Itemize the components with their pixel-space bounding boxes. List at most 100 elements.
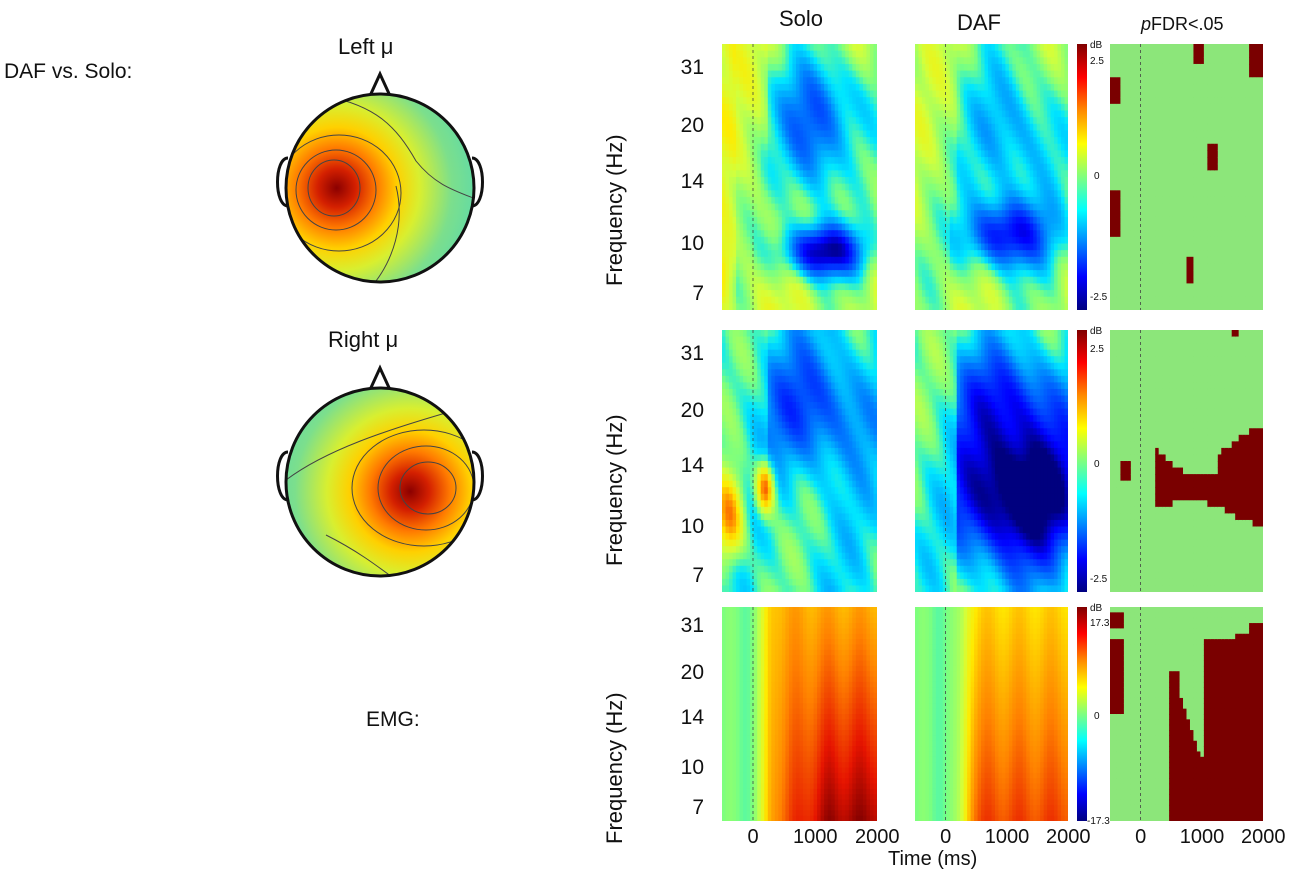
heatmap-cell xyxy=(866,137,871,145)
heatmap-cell xyxy=(1214,296,1219,304)
heatmap-cell xyxy=(743,243,748,251)
heatmap-cell xyxy=(827,123,832,132)
heatmap-cell xyxy=(1137,203,1142,211)
heatmap-cell xyxy=(753,130,758,138)
heatmap-cell xyxy=(1019,157,1024,165)
heatmap-cell xyxy=(1050,203,1055,211)
heatmap-cell xyxy=(1137,177,1142,185)
heatmap-cell xyxy=(918,150,923,158)
heatmap-cell xyxy=(866,103,871,112)
heatmap-cell xyxy=(1176,263,1181,271)
heatmap-cell xyxy=(1026,50,1031,58)
heatmap-cell xyxy=(862,143,868,151)
heatmap-cell xyxy=(1043,83,1048,92)
heatmap-cell xyxy=(817,256,822,265)
heatmap-cell xyxy=(1158,276,1163,284)
heatmap-cell xyxy=(1231,263,1236,271)
heatmap-cell xyxy=(970,90,975,98)
heatmap-cell xyxy=(960,236,965,245)
heatmap-cell xyxy=(1221,283,1226,291)
heatmap-cell xyxy=(813,123,818,132)
heatmap-cell xyxy=(799,150,804,158)
heatmap-cell xyxy=(771,70,776,78)
heatmap-cell xyxy=(1162,190,1167,198)
heatmap-cell xyxy=(994,44,1000,52)
heatmap-cell xyxy=(1214,290,1219,298)
heatmap-cell xyxy=(824,130,829,138)
heatmap-cell xyxy=(813,150,818,158)
heatmap-cell xyxy=(774,44,779,52)
heatmap-cell xyxy=(988,276,993,284)
heatmap-cell xyxy=(1029,230,1034,238)
heatmap-cell xyxy=(757,110,762,118)
heatmap-cell xyxy=(1130,63,1135,72)
heatmap-cell xyxy=(977,50,982,58)
heatmap-cell xyxy=(736,130,741,138)
heatmap-cell xyxy=(1043,270,1048,278)
heatmap-cell xyxy=(1207,70,1212,78)
heatmap-cell xyxy=(1193,163,1198,171)
heatmap-cell xyxy=(1137,276,1142,284)
heatmap-cell xyxy=(1123,130,1128,138)
pfdr-p-glyph: p xyxy=(1141,14,1152,34)
heatmap-cell xyxy=(1165,117,1170,125)
heatmap-cell xyxy=(918,83,923,92)
heatmap-cell xyxy=(1151,83,1156,92)
heatmap-cell xyxy=(981,270,986,278)
heatmap-cell xyxy=(946,270,951,278)
heatmap-cell xyxy=(810,236,815,245)
heatmap-cell xyxy=(736,210,741,218)
heatmap-cell xyxy=(764,250,769,258)
heatmap-cell xyxy=(1054,123,1059,132)
heatmap-cell xyxy=(915,123,920,132)
heatmap-cell xyxy=(949,243,954,251)
heatmap-cell xyxy=(1228,90,1233,98)
heatmap-cell xyxy=(824,203,829,211)
heatmap-cell xyxy=(799,123,804,132)
heatmap-cell xyxy=(767,57,772,65)
heatmap-cell xyxy=(810,250,815,258)
heatmap-cell xyxy=(1169,50,1174,58)
heatmap-cell xyxy=(1120,97,1125,105)
heatmap-cell xyxy=(977,303,982,310)
heatmap-cell xyxy=(824,157,829,165)
heatmap-cell xyxy=(736,250,741,258)
heatmap-cell xyxy=(1113,230,1118,238)
heatmap-cell xyxy=(1207,103,1212,112)
heatmap-cell xyxy=(953,50,958,58)
heatmap-cell xyxy=(1193,256,1198,265)
heatmap-cell xyxy=(778,97,783,105)
heatmap-cell xyxy=(788,256,794,265)
heatmap-cell xyxy=(991,77,996,85)
heatmap-cell xyxy=(725,203,730,211)
heatmap-cell xyxy=(1189,143,1195,151)
heatmap-cell xyxy=(925,110,930,118)
heatmap-cell xyxy=(774,210,779,218)
heatmap-cell xyxy=(1120,90,1125,98)
heatmap-cell xyxy=(925,250,930,258)
heatmap-cell xyxy=(981,203,986,211)
heatmap-cell xyxy=(1169,123,1174,132)
heatmap-cell xyxy=(1036,216,1041,225)
heatmap-cell xyxy=(942,250,947,258)
heatmap-cell xyxy=(1110,157,1115,165)
heatmap-cell xyxy=(750,296,755,304)
heatmap-cell xyxy=(1022,117,1027,125)
heatmap-cell xyxy=(813,157,818,165)
heatmap-cell xyxy=(859,177,864,185)
heatmap-cell xyxy=(848,157,853,165)
heatmap-cell xyxy=(873,44,877,52)
heatmap-cell xyxy=(781,50,787,58)
heatmap-cell xyxy=(939,256,944,265)
heatmap-cell xyxy=(1130,223,1135,231)
heatmap-cell xyxy=(732,130,737,138)
heatmap-cell xyxy=(739,236,744,245)
heatmap-cell xyxy=(994,290,1000,298)
heatmap-cell xyxy=(767,243,772,251)
heatmap-cell xyxy=(785,103,790,112)
heatmap-cell xyxy=(862,177,868,185)
heatmap-cell xyxy=(1200,70,1205,78)
heatmap-cell xyxy=(1130,123,1135,132)
heatmap-cell xyxy=(869,77,875,85)
heatmap-cell xyxy=(1207,210,1212,218)
